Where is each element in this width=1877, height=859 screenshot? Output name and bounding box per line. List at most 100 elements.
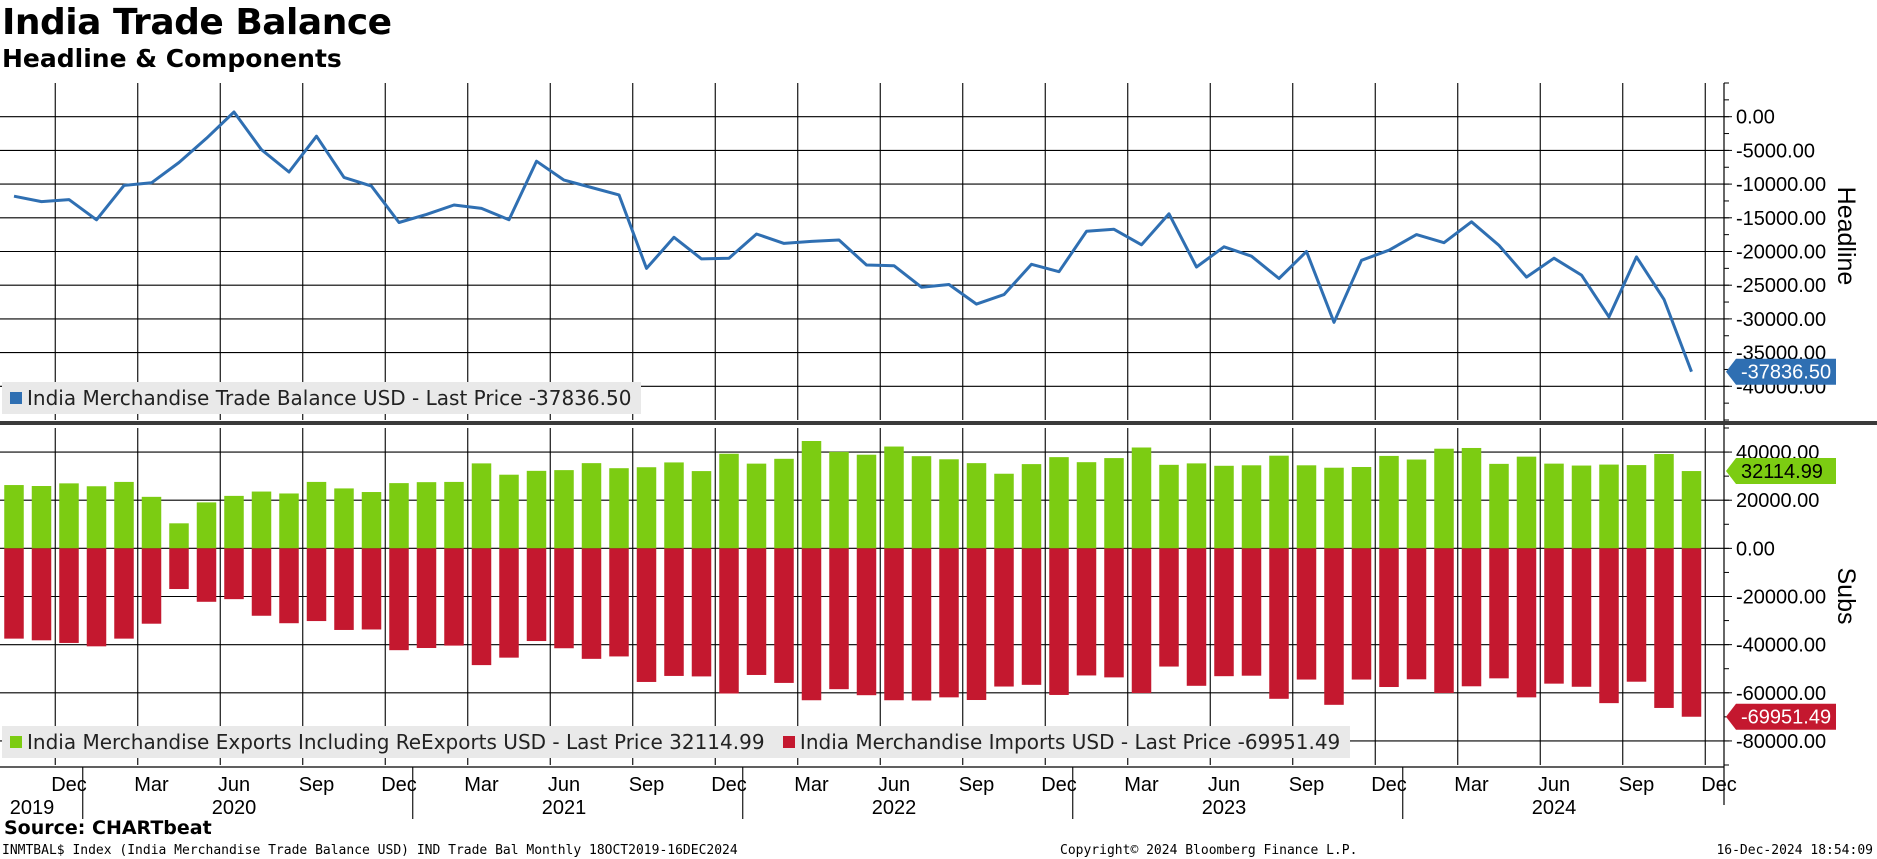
- exports-bar: [251, 491, 272, 549]
- exports-bar: [1241, 465, 1262, 549]
- year-label: 2022: [872, 797, 917, 819]
- imports-bar: [884, 548, 904, 701]
- imports-bar: [1489, 548, 1509, 679]
- axes: [0, 82, 1877, 819]
- exports-bar: [526, 470, 547, 549]
- imports-bar: [334, 548, 354, 630]
- exports-bar: [1406, 459, 1427, 549]
- exports-bar: [334, 488, 354, 549]
- imports-bar: [1544, 548, 1564, 684]
- imports-bar: [306, 548, 327, 622]
- x-tick-label: Jun: [1538, 774, 1570, 796]
- year-label: 2020: [212, 797, 257, 819]
- imports-bar: [609, 548, 629, 657]
- imports-bar: [1516, 548, 1537, 698]
- exports-bar: [1021, 464, 1042, 549]
- imports-bar: [774, 548, 794, 683]
- exports-bar: [1516, 456, 1537, 549]
- imports-bar: [499, 548, 519, 658]
- imports-bar: [1021, 548, 1042, 685]
- exports-bar: [1379, 455, 1399, 549]
- exports-bar: [939, 459, 959, 549]
- chart-subtitle: Headline & Components: [2, 44, 342, 73]
- x-tick-label: Jun: [218, 774, 250, 796]
- exports-bar: [279, 493, 299, 549]
- headline-y-tick-label: -20000.00: [1736, 242, 1826, 264]
- exports-bar: [581, 463, 602, 549]
- subs-y-tick-label: -60000.00: [1736, 683, 1826, 705]
- headline-y-tick-label: -15000.00: [1736, 208, 1826, 230]
- imports-last-tag-text: -69951.49: [1741, 707, 1831, 729]
- exports-bar: [1269, 455, 1289, 549]
- headline-last-tag-text: -37836.50: [1741, 362, 1831, 384]
- exports-bar: [746, 463, 767, 549]
- exports-bar: [554, 470, 574, 549]
- source-note: Source: CHARTbeat: [4, 817, 212, 839]
- headline-y-tick-label: 0.00: [1736, 107, 1775, 129]
- headline-line-layer: [13, 110, 1693, 373]
- imports-bar: [994, 548, 1014, 687]
- imports-bar: [1241, 548, 1262, 676]
- exports-bar: [389, 483, 409, 549]
- subs-y-tick-label: 20000.00: [1736, 490, 1819, 512]
- imports-bar: [169, 548, 189, 590]
- headline-axis-label: Headline: [1832, 187, 1860, 286]
- exports-bar: [499, 474, 519, 549]
- headline-last-tag: -37836.50: [1726, 358, 1836, 385]
- trade-balance-line: [13, 110, 1693, 373]
- exports-bar: [86, 486, 107, 549]
- imports-bar: [691, 548, 712, 677]
- subs-y-tick-label: -80000.00: [1736, 731, 1826, 753]
- imports-bar: [746, 548, 767, 675]
- x-tick-label: Dec: [1041, 774, 1077, 796]
- imports-bar: [4, 548, 24, 639]
- imports-bar: [554, 548, 574, 649]
- headline-y-ticks: 0.00 -5000.00 -10000.00 -15000.00 -20000.00 -…: [1736, 107, 1826, 399]
- imports-bar: [224, 548, 244, 600]
- x-tick-label: Mar: [464, 774, 499, 796]
- exports-bar: [471, 463, 492, 549]
- exports-bar: [141, 496, 162, 549]
- headline-grid: [0, 83, 1724, 420]
- imports-bar: [829, 548, 849, 690]
- x-tick-label: Mar: [1124, 774, 1159, 796]
- x-tick-label: Mar: [794, 774, 829, 796]
- imports-bar: [636, 548, 657, 682]
- imports-bar: [416, 548, 437, 649]
- x-tick-label: Sep: [1619, 774, 1655, 796]
- exports-bar: [884, 446, 904, 549]
- exports-bar: [636, 467, 657, 549]
- headline-y-tick-label: -10000.00: [1736, 174, 1826, 196]
- imports-bar: [1049, 548, 1069, 695]
- year-label: 2021: [542, 797, 587, 819]
- x-tick-label: Dec: [711, 774, 747, 796]
- timestamp: 16-Dec-2024 18:54:09: [1716, 843, 1873, 858]
- legend-swatch-trade-balance: [10, 391, 22, 404]
- imports-bar: [1296, 548, 1317, 680]
- exports-bar: [774, 458, 794, 549]
- imports-bar: [911, 548, 932, 701]
- imports-bar: [1379, 548, 1399, 688]
- exports-bar: [1351, 466, 1372, 549]
- imports-bar: [196, 548, 217, 602]
- imports-bar: [1406, 548, 1427, 680]
- x-tick-label: Dec: [1371, 774, 1407, 796]
- x-tick-label: Sep: [1289, 774, 1325, 796]
- legend-swatch-exports: [10, 735, 22, 748]
- subs-y-tick-label: -20000.00: [1736, 587, 1826, 609]
- imports-bar: [1131, 548, 1152, 694]
- headline-y-tick-label: -30000.00: [1736, 309, 1826, 331]
- exports-bar: [1434, 448, 1454, 549]
- imports-last-tag: -69951.49: [1726, 703, 1836, 730]
- imports-bar: [856, 548, 877, 696]
- copyright: Copyright© 2024 Bloomberg Finance L.P.: [1060, 843, 1358, 858]
- subs-bars: [4, 440, 1702, 717]
- imports-last-tag-bg: [1726, 703, 1836, 730]
- imports-bar: [1214, 548, 1234, 677]
- last-value-tags: -37836.50 32114.99 -69951.49: [1726, 358, 1836, 730]
- exports-bar: [691, 471, 712, 549]
- exports-bar: [1104, 458, 1124, 549]
- imports-bar: [1434, 548, 1454, 694]
- exports-bar: [444, 481, 464, 549]
- imports-bar: [251, 548, 272, 616]
